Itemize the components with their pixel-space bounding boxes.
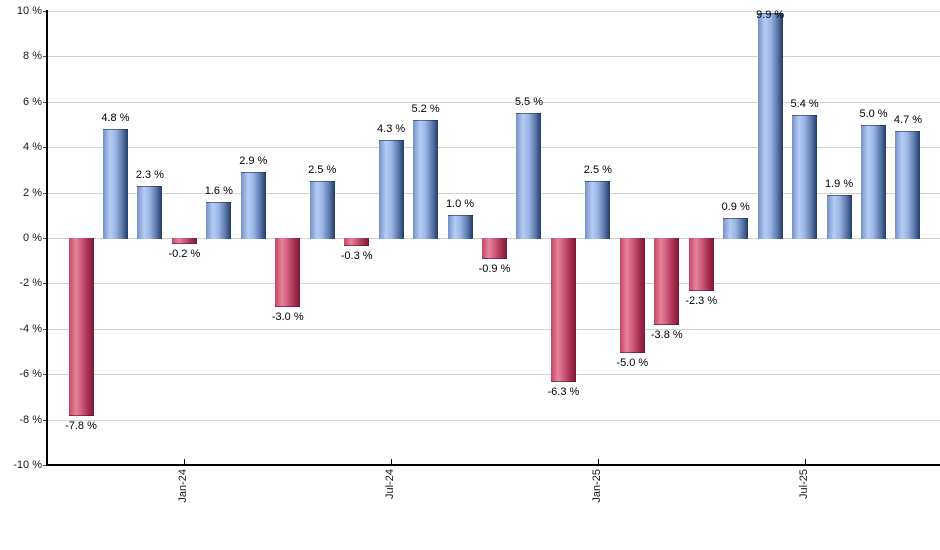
y-axis-tick-label: -2 % (19, 277, 42, 290)
x-axis-tick (391, 459, 393, 465)
bar-value-label: 2.9 % (239, 155, 268, 168)
bar-negative (275, 238, 301, 308)
y-axis-tick (43, 11, 48, 12)
bar-positive (413, 119, 439, 239)
y-axis-tick-label: 0 % (23, 232, 42, 244)
y-axis-tick-label: -4 % (19, 322, 42, 335)
y-axis-tick-label: -6 % (19, 368, 42, 381)
bar-value-label: -3.8 % (650, 329, 683, 342)
bar-value-label: 4.7 % (893, 114, 923, 127)
bar-value-label: 2.5 % (308, 164, 337, 177)
y-axis-tick (43, 56, 48, 58)
gridline (48, 147, 940, 149)
bar-value-label: 1.9 % (824, 177, 854, 190)
y-axis-tick (43, 465, 48, 466)
x-axis-tick (597, 459, 599, 465)
gridline (48, 419, 940, 421)
bar-positive (792, 115, 818, 239)
bar-value-label: -5.0 % (616, 356, 649, 369)
bar-positive (240, 172, 266, 239)
bar-negative (68, 238, 94, 417)
bar-positive (206, 201, 232, 239)
gridline (48, 56, 940, 58)
y-axis-tick (43, 328, 48, 330)
bar-value-label: -6.3 % (547, 386, 580, 398)
y-axis-tick (43, 419, 48, 421)
bar-value-label: 2.5 % (583, 164, 612, 177)
gridline (48, 101, 940, 103)
bar-value-label: 5.5 % (514, 96, 544, 109)
bar-positive (309, 181, 335, 239)
bar-value-label: 9.9 % (756, 9, 785, 21)
y-axis-tick-label: -10 % (13, 459, 42, 471)
x-axis-tick-label: Jan-24 (177, 469, 190, 503)
bar-positive (378, 140, 404, 239)
bar-negative (550, 238, 576, 382)
bar-value-label: 1.0 % (445, 198, 475, 211)
x-axis-tick-label: Jan-25 (590, 469, 603, 503)
bar-value-label: 5.0 % (859, 107, 888, 120)
bar-value-label: -0.9 % (478, 263, 511, 276)
y-axis-tick-label: -8 % (19, 413, 42, 426)
bar-value-label: -0.3 % (340, 249, 373, 262)
bar-positive (516, 113, 542, 239)
x-axis-tick (184, 459, 186, 465)
bar-value-label: 1.6 % (204, 184, 233, 197)
y-axis-tick (43, 101, 48, 103)
bar-negative (619, 238, 645, 353)
bar-value-label: -0.2 % (168, 247, 201, 260)
y-axis-line (46, 10, 48, 466)
x-axis-tick-label: Jul-24 (384, 469, 397, 499)
bar-negative (481, 238, 507, 260)
gridline (48, 192, 940, 194)
x-axis-tick-label: Jul-25 (797, 469, 810, 499)
y-axis-tick (43, 238, 48, 239)
bar-negative (654, 238, 680, 326)
bar-negative (344, 238, 370, 246)
bar-value-label: 4.3 % (377, 123, 406, 136)
y-axis-tick-label: 8 % (23, 50, 42, 63)
x-axis-line (46, 464, 940, 466)
bar-negative (688, 238, 714, 292)
y-axis-tick (43, 283, 48, 285)
bar-positive (137, 185, 163, 239)
y-axis-tick (43, 147, 48, 149)
bar-value-label: 5.2 % (411, 102, 440, 115)
bar-value-label: 2.3 % (135, 168, 164, 181)
bar-positive (447, 215, 473, 239)
gridline (48, 283, 940, 285)
x-axis-tick (804, 459, 806, 465)
y-axis-tick (43, 192, 48, 194)
gridline (48, 328, 940, 330)
y-axis-tick-label: 4 % (23, 141, 42, 154)
y-axis-tick-label: 2 % (23, 186, 42, 199)
bar-positive (102, 129, 128, 239)
bar-positive (826, 194, 852, 239)
bar-positive (895, 131, 921, 239)
bar-value-label: -7.8 % (65, 420, 97, 433)
bar-value-label: -2.3 % (685, 295, 718, 308)
y-axis-tick (43, 374, 48, 376)
gridline (48, 374, 940, 376)
bar-positive (861, 124, 887, 239)
bar-value-label: 0.9 % (721, 200, 750, 213)
bar-value-label: 4.8 % (101, 112, 130, 125)
bar-positive (757, 13, 783, 239)
y-axis-tick-label: 10 % (16, 5, 42, 17)
bar-positive (723, 217, 749, 239)
gridline (48, 11, 940, 12)
bar-value-label: -3.0 % (271, 311, 304, 324)
bar-negative (171, 238, 197, 244)
y-axis-tick-label: 6 % (23, 95, 42, 108)
bar-value-label: 5.4 % (790, 98, 819, 111)
bar-positive (585, 181, 611, 239)
